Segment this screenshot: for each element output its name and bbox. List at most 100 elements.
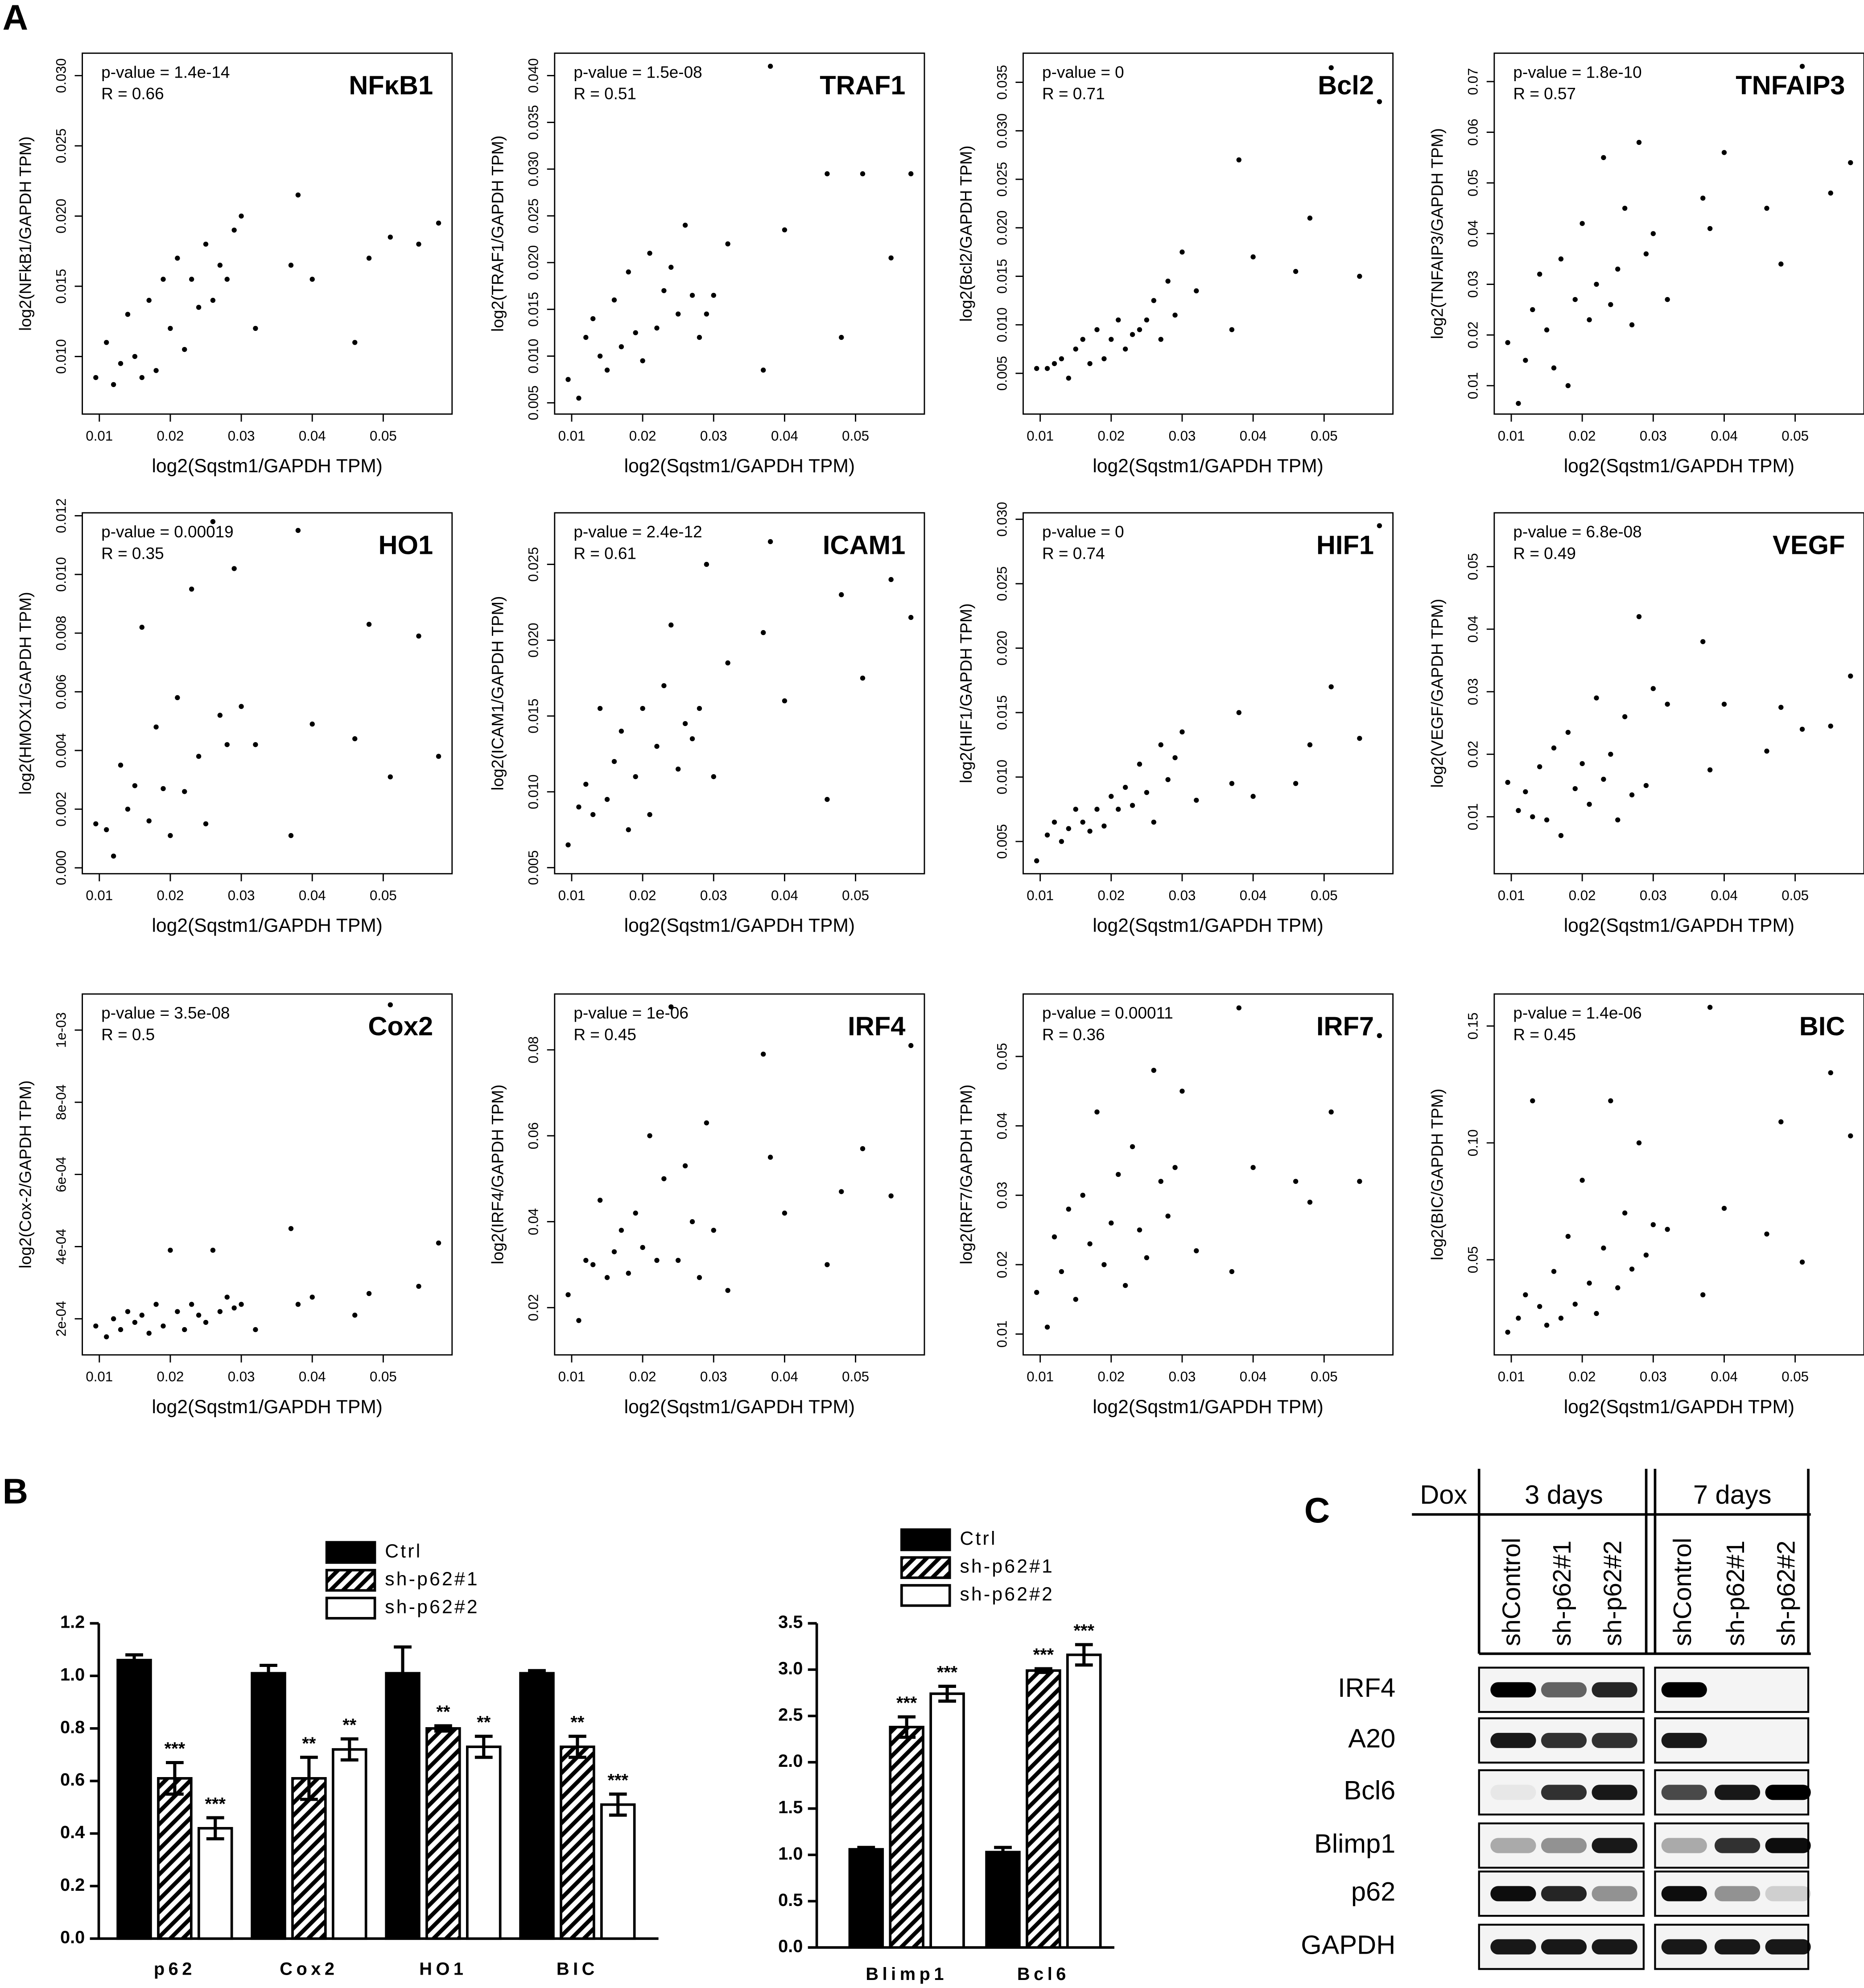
y-tick-label: 0.035 xyxy=(526,105,541,140)
point xyxy=(1179,1089,1185,1094)
point xyxy=(1565,1233,1571,1239)
x-tick-label: 0.03 xyxy=(1640,888,1667,903)
y-tick-label: 0.04 xyxy=(526,1208,541,1235)
y-tick-label: 4e-04 xyxy=(53,1229,69,1265)
point xyxy=(175,1309,180,1314)
point xyxy=(647,1133,652,1138)
x-tick-label: 0.02 xyxy=(1097,888,1125,903)
point xyxy=(1544,327,1550,333)
plot-frame xyxy=(554,52,925,415)
y-tick-label: 2.5 xyxy=(778,1705,803,1724)
point xyxy=(146,297,152,303)
x-tick-label: Bcl6 xyxy=(1017,1964,1070,1984)
point xyxy=(1144,1255,1150,1261)
y-tick-label: 0.020 xyxy=(994,631,1010,665)
point xyxy=(231,227,237,233)
point xyxy=(196,754,202,759)
y-tick-label: 0.030 xyxy=(53,58,69,93)
point xyxy=(1130,1144,1135,1150)
point xyxy=(1179,249,1185,255)
plot-frame xyxy=(82,512,453,874)
point xyxy=(416,633,421,639)
point xyxy=(1848,1133,1853,1138)
x-tick-label: 0.05 xyxy=(1782,428,1809,444)
panel-label: A xyxy=(3,0,28,37)
point xyxy=(239,704,244,709)
point xyxy=(661,288,667,293)
point xyxy=(1151,819,1156,825)
y-tick-label: 0.008 xyxy=(53,616,69,651)
point xyxy=(1052,361,1057,367)
point xyxy=(1172,312,1178,318)
point xyxy=(1505,340,1510,345)
bar xyxy=(116,1658,152,1940)
point xyxy=(1608,751,1613,757)
point xyxy=(576,804,581,810)
significance: *** xyxy=(1074,1621,1095,1641)
point xyxy=(1629,322,1635,328)
point xyxy=(416,1283,421,1289)
point xyxy=(125,806,131,812)
x-tick-label: 0.05 xyxy=(1311,888,1338,903)
plot-frame xyxy=(554,512,925,874)
y-tick-label: 0.000 xyxy=(53,850,69,885)
point xyxy=(626,269,631,275)
point xyxy=(182,789,187,794)
point xyxy=(1665,701,1670,707)
point xyxy=(1629,1266,1635,1272)
point xyxy=(104,1334,109,1340)
point xyxy=(132,1320,138,1325)
point xyxy=(668,264,674,270)
y-tick-label: 0.025 xyxy=(526,547,541,582)
point xyxy=(633,1210,638,1216)
point xyxy=(1130,332,1135,337)
x-tick-label: 0.03 xyxy=(1640,1369,1667,1385)
point xyxy=(1572,297,1578,302)
point xyxy=(1328,1109,1334,1115)
legend-swatch xyxy=(900,1528,951,1551)
annotation: p-value = 6.8e-08 xyxy=(1513,523,1641,541)
y-tick-label: 0.010 xyxy=(994,307,1010,342)
point xyxy=(888,577,894,582)
point xyxy=(1565,730,1571,735)
point xyxy=(1328,65,1334,70)
point xyxy=(1101,356,1107,362)
significance: ** xyxy=(477,1713,491,1732)
point xyxy=(1636,1140,1642,1146)
bar xyxy=(1026,1669,1061,1949)
x-tick-label: 0.03 xyxy=(228,428,255,444)
plot-frame xyxy=(82,52,453,415)
point xyxy=(860,675,866,681)
chart-title: NFκB1 xyxy=(349,70,433,100)
point xyxy=(217,713,223,718)
point xyxy=(604,1275,610,1280)
band xyxy=(1592,1682,1637,1698)
point xyxy=(224,742,230,747)
point xyxy=(1165,1213,1171,1219)
lane-label: shControl xyxy=(1669,1538,1697,1646)
point xyxy=(1236,1005,1241,1010)
point xyxy=(860,171,866,177)
band xyxy=(1714,1785,1761,1800)
y-tick-label: 8e-04 xyxy=(53,1085,69,1120)
point xyxy=(1172,755,1178,760)
x-tick-label: 0.02 xyxy=(629,1369,656,1385)
x-axis-label: log2(Sqstm1/GAPDH TPM) xyxy=(1093,915,1323,936)
point xyxy=(1579,221,1585,226)
point xyxy=(1572,1301,1578,1307)
point xyxy=(1151,298,1156,303)
chart-title: BIC xyxy=(1799,1011,1845,1041)
point xyxy=(1059,356,1064,362)
point xyxy=(189,1302,194,1307)
x-tick-label: 0.01 xyxy=(1027,1369,1054,1385)
point xyxy=(1116,1171,1121,1177)
annotation: p-value = 3.5e-08 xyxy=(101,1004,230,1022)
x-tick-label: 0.02 xyxy=(629,428,656,444)
blot-group: 7 days xyxy=(1693,1480,1772,1510)
point xyxy=(1293,781,1299,786)
chart-title: ICAM1 xyxy=(823,530,906,560)
x-tick-label: 0.05 xyxy=(1782,1369,1809,1385)
point xyxy=(1848,673,1853,679)
point xyxy=(908,615,914,620)
